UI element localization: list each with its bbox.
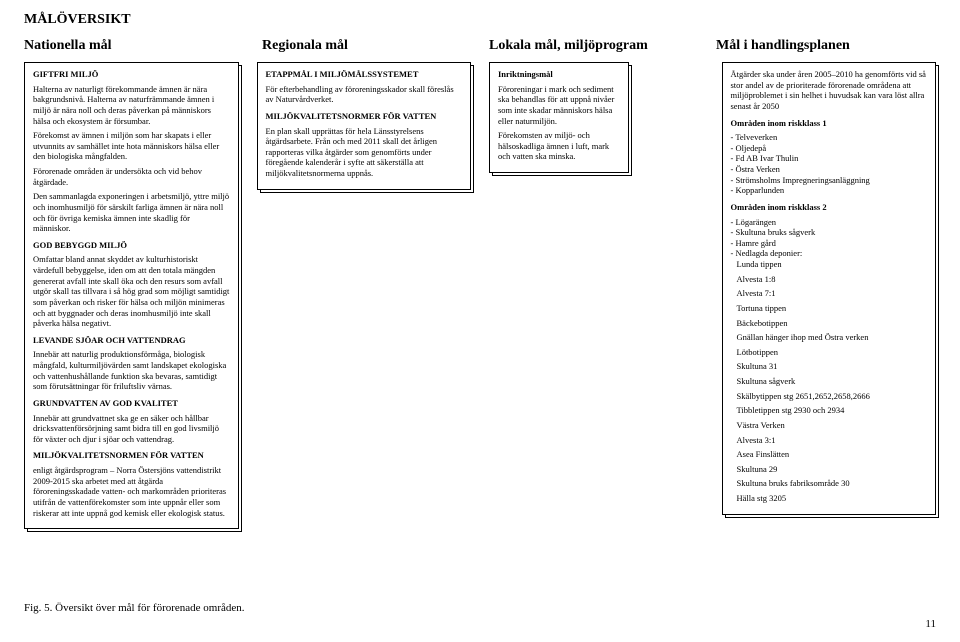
page-title: MÅLÖVERSIKT <box>24 12 936 28</box>
list-item: Lötbotippen <box>737 347 928 358</box>
list-item: Asea Finslätten <box>737 449 928 460</box>
c3-s0-p1: Förekomsten av miljö- och hälsoskadliga … <box>498 130 620 162</box>
c2-s0-p0: För efterbehandling av föroreningsskador… <box>266 84 463 105</box>
list-item: Skultuna sågverk <box>737 376 928 387</box>
c1-s4-heading: MILJÖKVALITETSNORMEN FÖR VATTEN <box>33 450 204 460</box>
col-regional: ETAPPMÅL I MILJÖMÅLSSYSTEMET För efterbe… <box>257 62 472 190</box>
c1-s3-p0: Innebär att grundvattnet ska ge en säker… <box>33 413 230 445</box>
column-headers: Nationella mål Regionala mål Lokala mål,… <box>24 38 936 54</box>
list-item: Kopparlunden <box>731 185 928 196</box>
c1-s0-p3: Den sammanlagda exponeringen i arbetsmil… <box>33 191 230 234</box>
c1-s0-p1: Förekomst av ämnen i miljön som har skap… <box>33 130 230 162</box>
page-number: 11 <box>925 618 936 630</box>
c3-s0-heading: Inriktningsmål <box>498 69 553 79</box>
list-item: Hamre gård <box>731 238 928 249</box>
c2-s1-p0: En plan skall upprättas för hela Länssty… <box>266 126 463 179</box>
list-item: Skultuna bruks fabriksområde 30 <box>737 478 928 489</box>
list-item: Skälbytippen stg 2651,2652,2658,2666 <box>737 391 928 402</box>
c1-s4-p0: enligt åtgärdsprogram – Norra Östersjöns… <box>33 465 230 518</box>
col4-box: Åtgärder ska under åren 2005–2010 ha gen… <box>722 62 937 515</box>
columns: GIFTFRI MILJÖ Halterna av naturligt före… <box>24 62 936 529</box>
box-content: ETAPPMÅL I MILJÖMÅLSSYSTEMET För efterbe… <box>257 62 472 190</box>
c1-s0-p0: Halterna av naturligt förekommande ämnen… <box>33 84 230 127</box>
box-content: GIFTFRI MILJÖ Halterna av naturligt före… <box>24 62 239 529</box>
list-item: Östra Verken <box>731 164 928 175</box>
col2-box: ETAPPMÅL I MILJÖMÅLSSYSTEMET För efterbe… <box>257 62 472 190</box>
list-item: Nedlagda deponier: <box>731 248 928 259</box>
c1-s0-heading: GIFTFRI MILJÖ <box>33 69 98 79</box>
list-item: Bäckebotippen <box>737 318 928 329</box>
c1-s1-heading: GOD BEBYGGD MILJÖ <box>33 240 127 250</box>
list-item: Fd AB Ivar Thulin <box>731 153 928 164</box>
list-item: Skultuna bruks sågverk <box>731 227 928 238</box>
list-item: Skultuna 29 <box>737 464 928 475</box>
list-item: Alvesta 1:8 <box>737 274 928 285</box>
figure-caption: Fig. 5. Översikt över mål för förorenade… <box>24 602 245 614</box>
list-item: Lunda tippen <box>737 259 928 270</box>
col3-box: Inriktningsmål Föroreningar i mark och s… <box>489 62 629 173</box>
c2-s1-heading: MILJÖKVALITETSNORMER FÖR VATTEN <box>266 111 437 121</box>
c4-g2-title: Områden inom riskklass 2 <box>731 202 827 212</box>
list-item: Oljedepå <box>731 143 928 154</box>
col-local: Inriktningsmål Föroreningar i mark och s… <box>489 62 704 173</box>
list-item: Strömsholms Impregneringsanläggning <box>731 175 928 186</box>
list-item: Tibbletippen stg 2930 och 2934 <box>737 405 928 416</box>
col-plan: Åtgärder ska under åren 2005–2010 ha gen… <box>722 62 937 515</box>
c3-s0-p0: Föroreningar i mark och sediment ska beh… <box>498 84 620 127</box>
list-item: Telveverken <box>731 132 928 143</box>
col3-header: Lokala mål, miljöprogram <box>489 38 689 54</box>
col1-header: Nationella mål <box>24 38 244 54</box>
list-item: Lögarängen <box>731 217 928 228</box>
list-item: Skultuna 31 <box>737 361 928 372</box>
list-item: Gnällan hänger ihop med Östra verken <box>737 332 928 343</box>
col-national: GIFTFRI MILJÖ Halterna av naturligt före… <box>24 62 239 529</box>
c4-lead: Åtgärder ska under åren 2005–2010 ha gen… <box>731 69 928 112</box>
c2-s0-heading: ETAPPMÅL I MILJÖMÅLSSYSTEMET <box>266 69 419 79</box>
list-item: Alvesta 3:1 <box>737 435 928 446</box>
c4-deponier-list: Lunda tippen Alvesta 1:8 Alvesta 7:1 Tor… <box>731 259 928 504</box>
c4-g2-list: Lögarängen Skultuna bruks sågverk Hamre … <box>731 217 928 260</box>
c1-s3-heading: GRUNDVATTEN AV GOD KVALITET <box>33 398 178 408</box>
box-content: Inriktningsmål Föroreningar i mark och s… <box>489 62 629 173</box>
c1-s2-p0: Innebär att naturlig produktionsförmåga,… <box>33 349 230 392</box>
c4-g1-title: Områden inom riskklass 1 <box>731 118 827 128</box>
box-content: Åtgärder ska under åren 2005–2010 ha gen… <box>722 62 937 515</box>
c4-g1-list: Telveverken Oljedepå Fd AB Ivar Thulin Ö… <box>731 132 928 196</box>
col1-box: GIFTFRI MILJÖ Halterna av naturligt före… <box>24 62 239 529</box>
c1-s2-heading: LEVANDE SJÖAR OCH VATTENDRAG <box>33 335 186 345</box>
col4-header: Mål i handlingsplanen <box>716 38 936 54</box>
c1-s0-p2: Förorenade områden är undersökta och vid… <box>33 166 230 187</box>
list-item: Tortuna tippen <box>737 303 928 314</box>
c1-s1-p0: Omfattar bland annat skyddet av kulturhi… <box>33 254 230 328</box>
list-item: Alvesta 7:1 <box>737 288 928 299</box>
list-item: Västra Verken <box>737 420 928 431</box>
col2-header: Regionala mål <box>262 38 462 54</box>
list-item: Hälla stg 3205 <box>737 493 928 504</box>
